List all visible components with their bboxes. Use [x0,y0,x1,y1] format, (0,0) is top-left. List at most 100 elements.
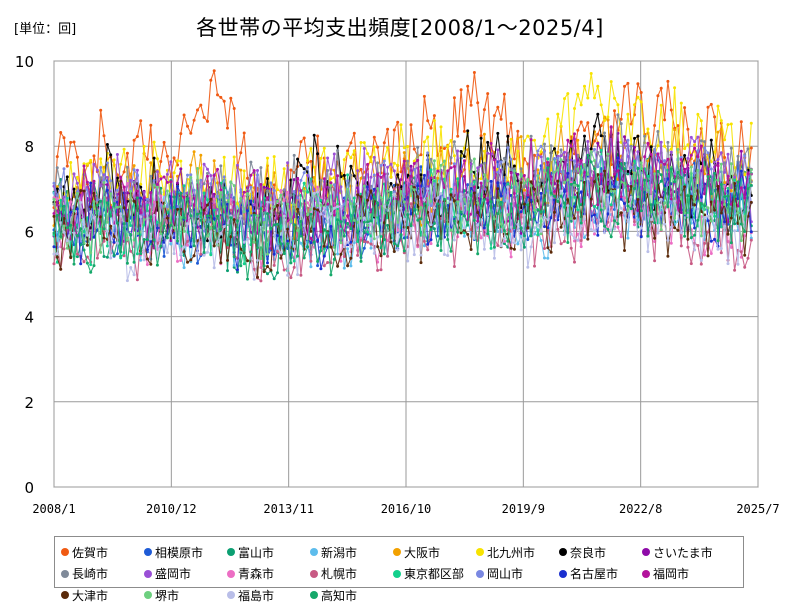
data-point [249,199,253,203]
data-point [249,173,253,177]
data-point [449,249,453,253]
data-point [556,156,560,160]
data-point [482,173,486,177]
data-point [292,203,296,207]
data-point [482,226,486,230]
data-point [206,167,209,171]
data-point [539,150,543,154]
data-point [59,267,63,271]
data-point [135,278,139,282]
data-point [99,108,103,112]
data-point [155,183,159,186]
data-point [62,247,66,251]
data-point [479,177,483,181]
data-point [519,167,523,171]
data-point [472,71,476,74]
data-point [229,235,233,239]
data-point [309,212,313,216]
data-point [626,81,630,85]
data-point [192,150,196,154]
data-point [139,211,143,215]
data-point [376,245,380,249]
data-point [606,152,610,156]
data-point [626,184,630,188]
data-point [686,194,690,198]
data-point [369,159,373,163]
data-point [105,244,109,248]
data-point [132,260,136,264]
data-point [286,227,290,231]
data-point [723,224,727,228]
data-point [89,181,93,185]
data-point [179,167,183,171]
data-point [559,194,563,198]
data-point [319,198,323,202]
data-point [182,216,186,220]
data-point [132,138,136,142]
data-point [349,264,353,268]
y-tick-label: 2 [24,394,34,412]
data-point [719,225,723,229]
y-tick-label: 4 [24,309,34,327]
data-point [529,234,533,238]
data-point [499,181,503,185]
x-tick-label: 2016/10 [381,502,432,516]
data-point [142,144,146,148]
legend-item: 奈良市 [559,542,642,563]
data-point [129,266,133,269]
data-point [739,186,743,190]
data-point [606,115,610,119]
data-point [589,197,593,201]
data-point [543,256,546,260]
data-point [309,147,313,150]
data-point [232,155,236,159]
data-point [369,219,373,223]
data-point [105,188,109,192]
data-point [286,273,290,277]
data-point [209,214,213,218]
data-point [409,174,413,178]
data-point [262,196,266,200]
data-point [89,263,93,267]
data-point [749,200,753,204]
data-point [659,140,663,144]
data-point [256,258,259,262]
data-point [633,103,636,107]
data-point [382,238,386,241]
data-point [432,119,436,123]
data-point [616,113,620,117]
data-point [573,159,576,163]
data-point [573,239,576,243]
data-point [519,210,523,214]
data-point [236,268,239,272]
data-point [226,258,229,262]
data-point [522,174,526,177]
data-point [469,103,473,107]
data-point [442,197,446,201]
data-point [152,183,156,187]
data-point [159,160,163,163]
data-point [499,117,503,121]
data-point [663,188,667,192]
legend-marker-icon [227,548,235,556]
data-point [122,185,126,189]
data-point [713,225,717,229]
data-point [556,227,560,231]
data-point [85,243,89,247]
data-point [212,197,216,201]
data-point [216,194,219,198]
data-point [736,180,740,184]
data-point [75,155,79,159]
data-point [272,233,276,237]
data-point [599,208,603,212]
data-point [386,146,390,150]
data-point [549,196,553,200]
data-point [189,245,193,249]
data-point [122,222,126,226]
legend-label: 大阪市 [404,545,441,560]
data-point [432,227,436,231]
data-point [182,229,186,233]
data-point [563,181,566,184]
data-point [79,185,83,189]
data-point [496,187,500,191]
